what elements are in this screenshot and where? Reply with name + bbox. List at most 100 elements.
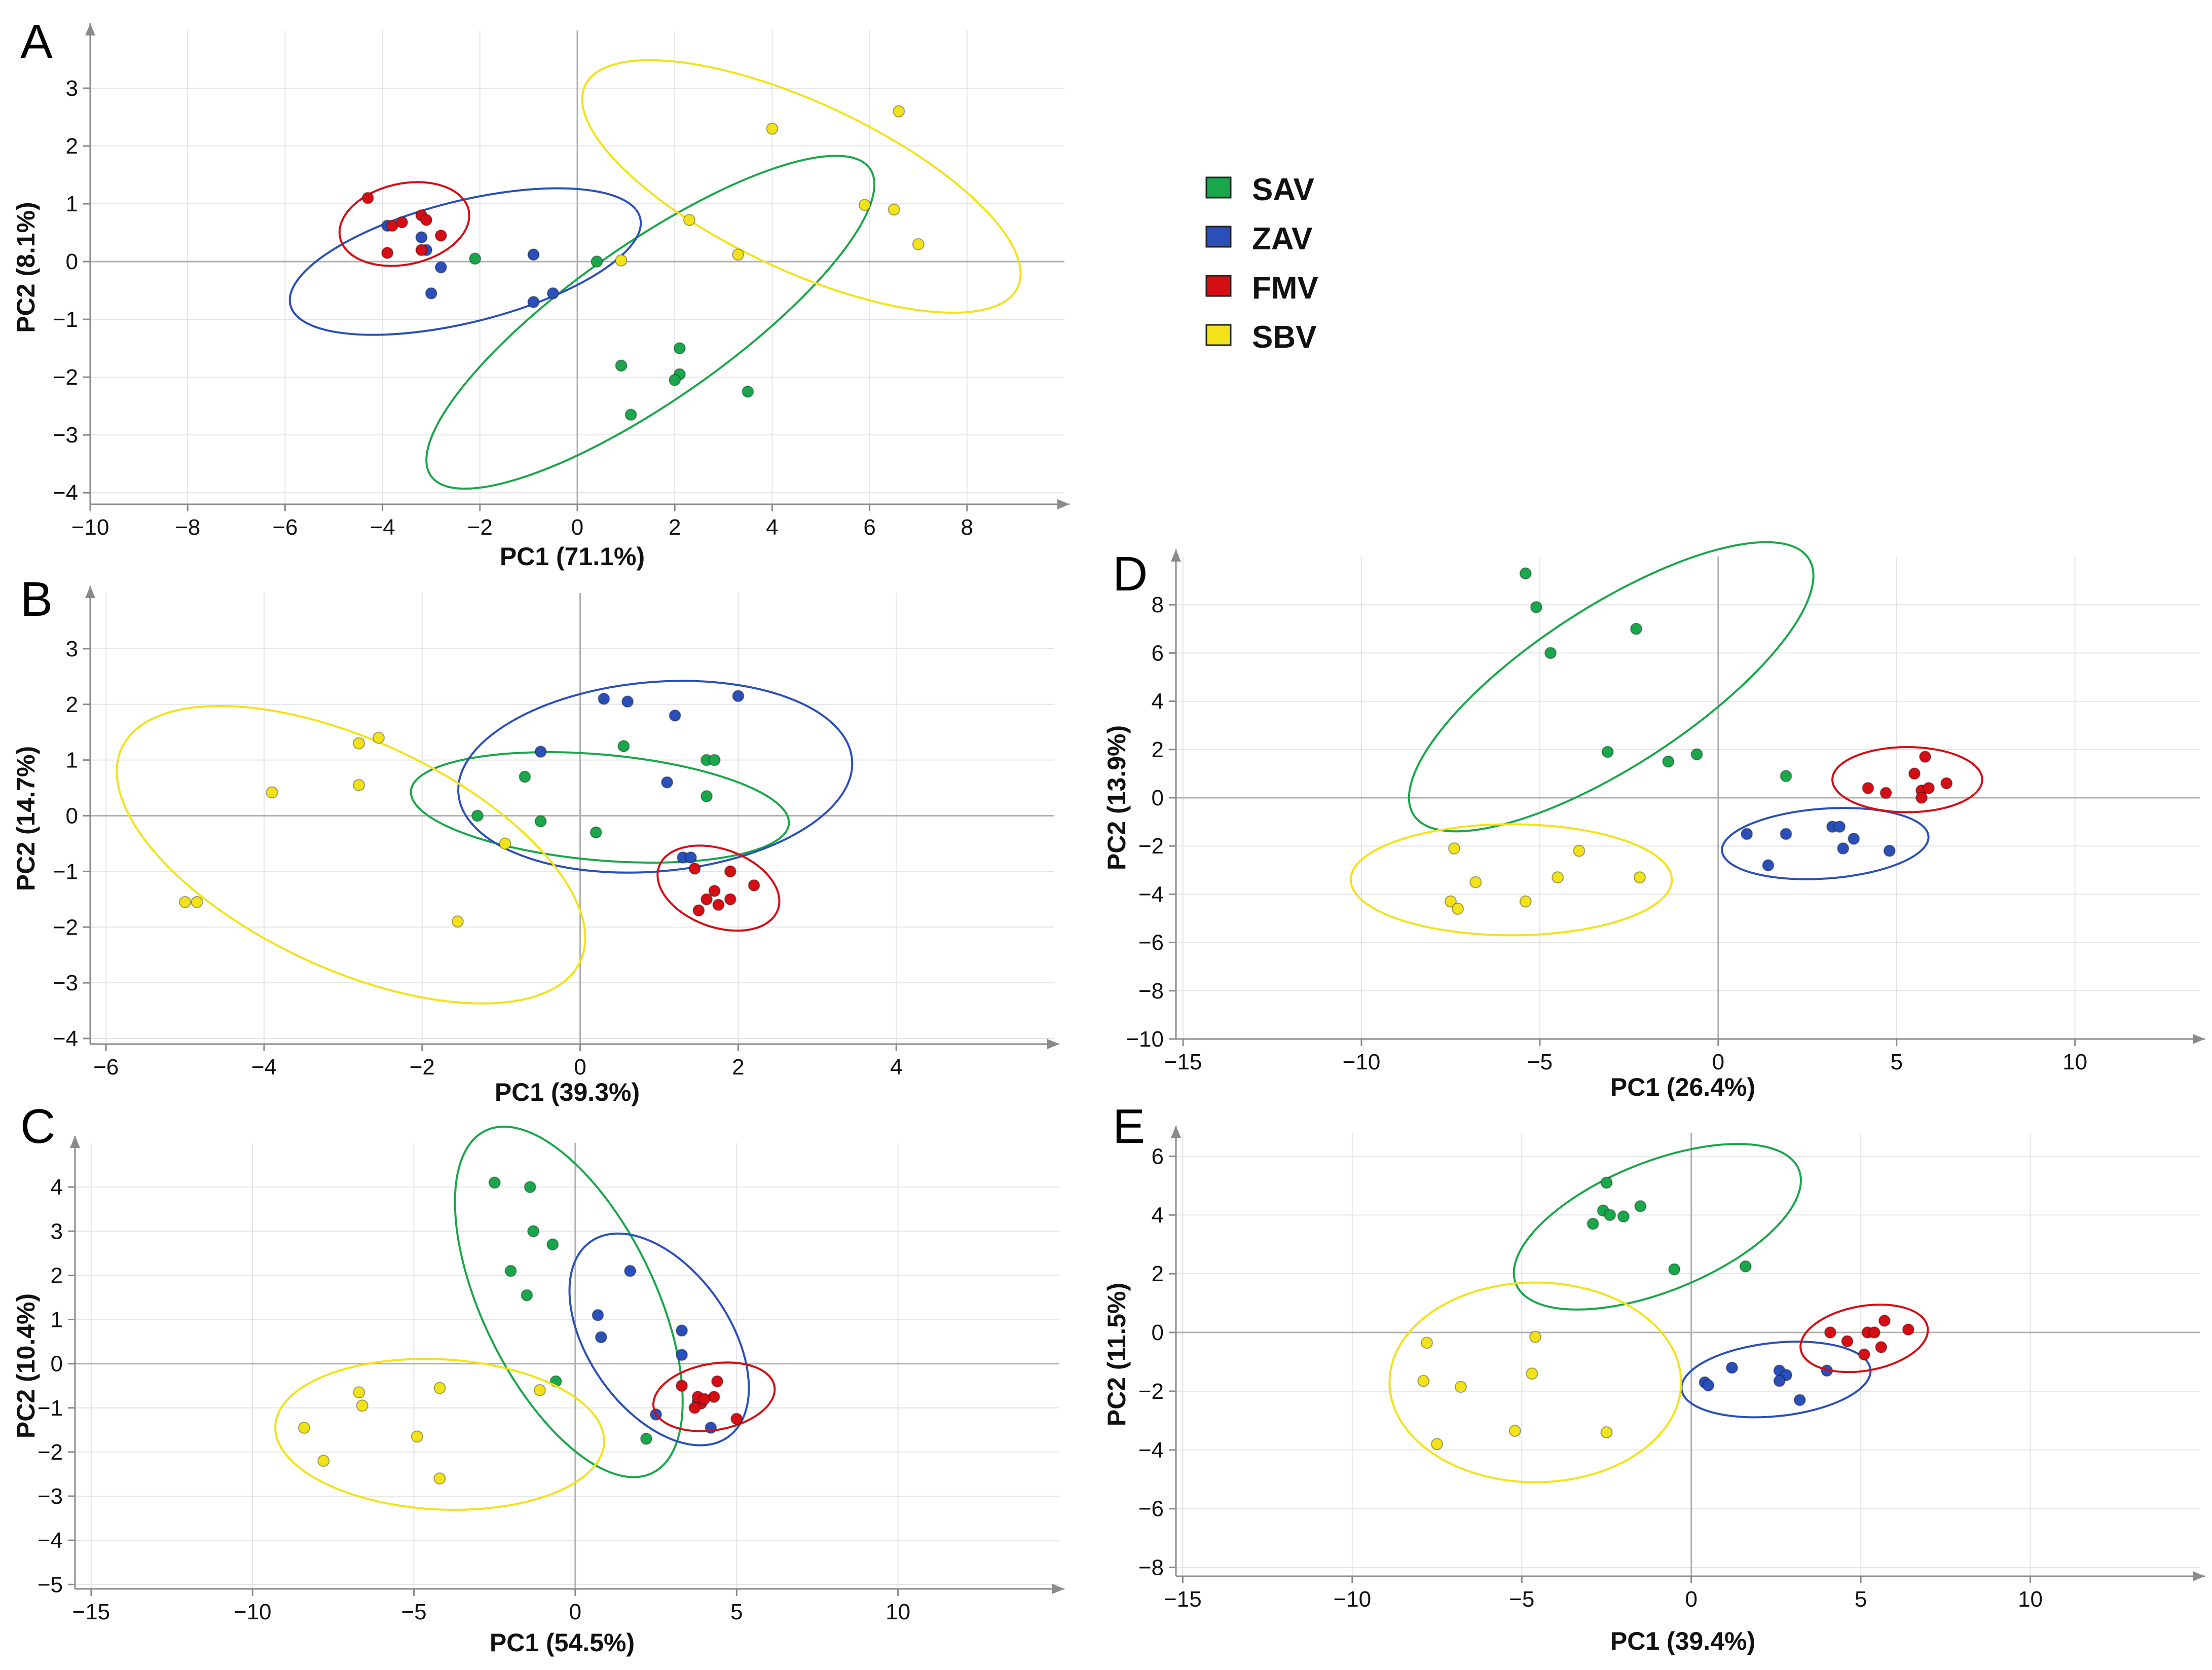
x-axis-arrow-icon (1047, 1039, 1059, 1049)
panel-e: −15 −10 −5 0 5 10 −8 −6 −4 −2 0 2 4 6 PC1 (39.4%) PC2 (… (1102, 1099, 2205, 1655)
x-axis-title-e: PC1 (39.4%) (1610, 1627, 1755, 1655)
data-point-zav (527, 295, 540, 308)
legend-swatch-zav (1205, 226, 1232, 248)
data-point-sav (1668, 1263, 1681, 1276)
y-tick-label: 2 (1152, 1261, 1164, 1286)
y-tick-label: −4 (53, 480, 78, 505)
data-point-sav (1530, 601, 1542, 613)
y-tick-label: 1 (66, 748, 78, 773)
confidence-ellipse-zav (288, 187, 642, 336)
data-point-sav (1601, 746, 1614, 758)
x-tick-label: 6 (863, 515, 875, 540)
data-point-sbv (1600, 1426, 1613, 1439)
data-point-sav (1544, 647, 1557, 659)
series-fmv (652, 1361, 776, 1432)
data-point-sbv (1420, 1337, 1433, 1349)
x-tick-label: −5 (1509, 1587, 1534, 1612)
confidence-ellipse-sbv (1388, 1281, 1682, 1483)
series-zav (1680, 1341, 1872, 1419)
data-point-fmv (1862, 782, 1874, 794)
data-point-sbv (1454, 1381, 1467, 1393)
data-point-zav (1762, 859, 1775, 872)
y-tick-label: 1 (66, 192, 78, 216)
series-fmv (656, 844, 781, 932)
x-tick-label: 4 (766, 515, 778, 540)
y-tick-label: −1 (38, 1396, 63, 1421)
y-axis-arrow-icon (85, 586, 95, 598)
data-point-sbv (353, 779, 365, 792)
y-tick-label: 3 (66, 76, 78, 101)
x-tick-label: −2 (467, 515, 493, 540)
x-tick-label: 4 (890, 1055, 902, 1080)
data-point-sbv (356, 1399, 368, 1412)
data-point-fmv (688, 862, 701, 875)
x-tick-label: −2 (410, 1055, 435, 1080)
data-point-sbv (1417, 1375, 1430, 1387)
y-tick-label: −4 (53, 1026, 78, 1051)
y-tick-label: −4 (1138, 1438, 1164, 1463)
data-point-fmv (698, 1393, 711, 1405)
data-point-sav (519, 770, 531, 783)
data-point-sav (1662, 755, 1675, 768)
y-axis-arrow-icon (1171, 549, 1181, 562)
gridlines-e (1176, 1133, 2200, 1576)
panel-letter-e: E (1113, 1099, 1145, 1154)
data-point-sbv (1431, 1438, 1444, 1451)
y-tick-label: 6 (1152, 641, 1164, 665)
legend-label-sav: SAV (1252, 172, 1314, 207)
data-point-fmv (692, 904, 705, 917)
data-point-sav (1780, 770, 1792, 783)
data-point-zav (732, 690, 745, 702)
data-point-fmv (415, 244, 428, 256)
data-point-sbv (858, 199, 871, 211)
data-point-fmv (730, 1413, 743, 1425)
data-point-sav (624, 409, 637, 421)
x-tick-label: −15 (1164, 1587, 1202, 1612)
data-point-zav (1773, 1375, 1786, 1387)
data-point-zav (684, 851, 697, 864)
x-tick-label: −4 (251, 1055, 277, 1080)
data-point-sav (534, 815, 547, 828)
data-point-sav (1600, 1176, 1613, 1189)
x-tick-label: −6 (272, 515, 298, 540)
series-sav (454, 1125, 684, 1478)
y-tick-label: 0 (66, 249, 78, 274)
data-point-zav (1837, 842, 1850, 855)
x-tick-label: 0 (571, 515, 583, 540)
y-axis-arrow-icon (85, 23, 95, 35)
y-tick-label: −4 (1138, 882, 1164, 907)
data-point-sbv (353, 737, 365, 750)
confidence-ellipse-zav (568, 1232, 750, 1446)
gridlines-c (75, 1143, 1059, 1589)
data-point-zav (624, 1265, 637, 1277)
data-point-sav (615, 359, 628, 372)
confidence-ellipse-fmv (656, 844, 781, 932)
data-point-sbv (1573, 844, 1586, 857)
data-point-sbv (191, 896, 203, 908)
data-point-sav (589, 826, 602, 839)
data-point-sav (1604, 1209, 1616, 1221)
confidence-ellipse-fmv (652, 1361, 776, 1432)
x-tick-label: −15 (72, 1600, 110, 1624)
data-point-zav (434, 261, 447, 274)
data-point-sav (1617, 1210, 1630, 1223)
confidence-ellipse-sav (1408, 541, 1815, 833)
data-point-sbv (683, 214, 696, 226)
confidence-ellipse-sav (454, 1125, 684, 1478)
y-tick-label: 2 (1152, 737, 1164, 762)
y-tick-label: −3 (38, 1484, 63, 1509)
legend-swatch-sbv (1205, 324, 1232, 346)
y-axis-title-d: PC2 (13.9%) (1102, 725, 1131, 870)
panel-letter-b: B (20, 572, 53, 626)
data-point-sbv (266, 786, 278, 799)
confidence-ellipse-sav (1513, 1143, 1802, 1311)
y-tick-label: 2 (66, 134, 78, 159)
data-point-sbv (732, 248, 745, 261)
y-tick-label: 0 (66, 804, 78, 829)
data-point-sbv (353, 1386, 365, 1399)
series-sbv (1349, 823, 1673, 937)
data-point-sbv (912, 238, 925, 250)
